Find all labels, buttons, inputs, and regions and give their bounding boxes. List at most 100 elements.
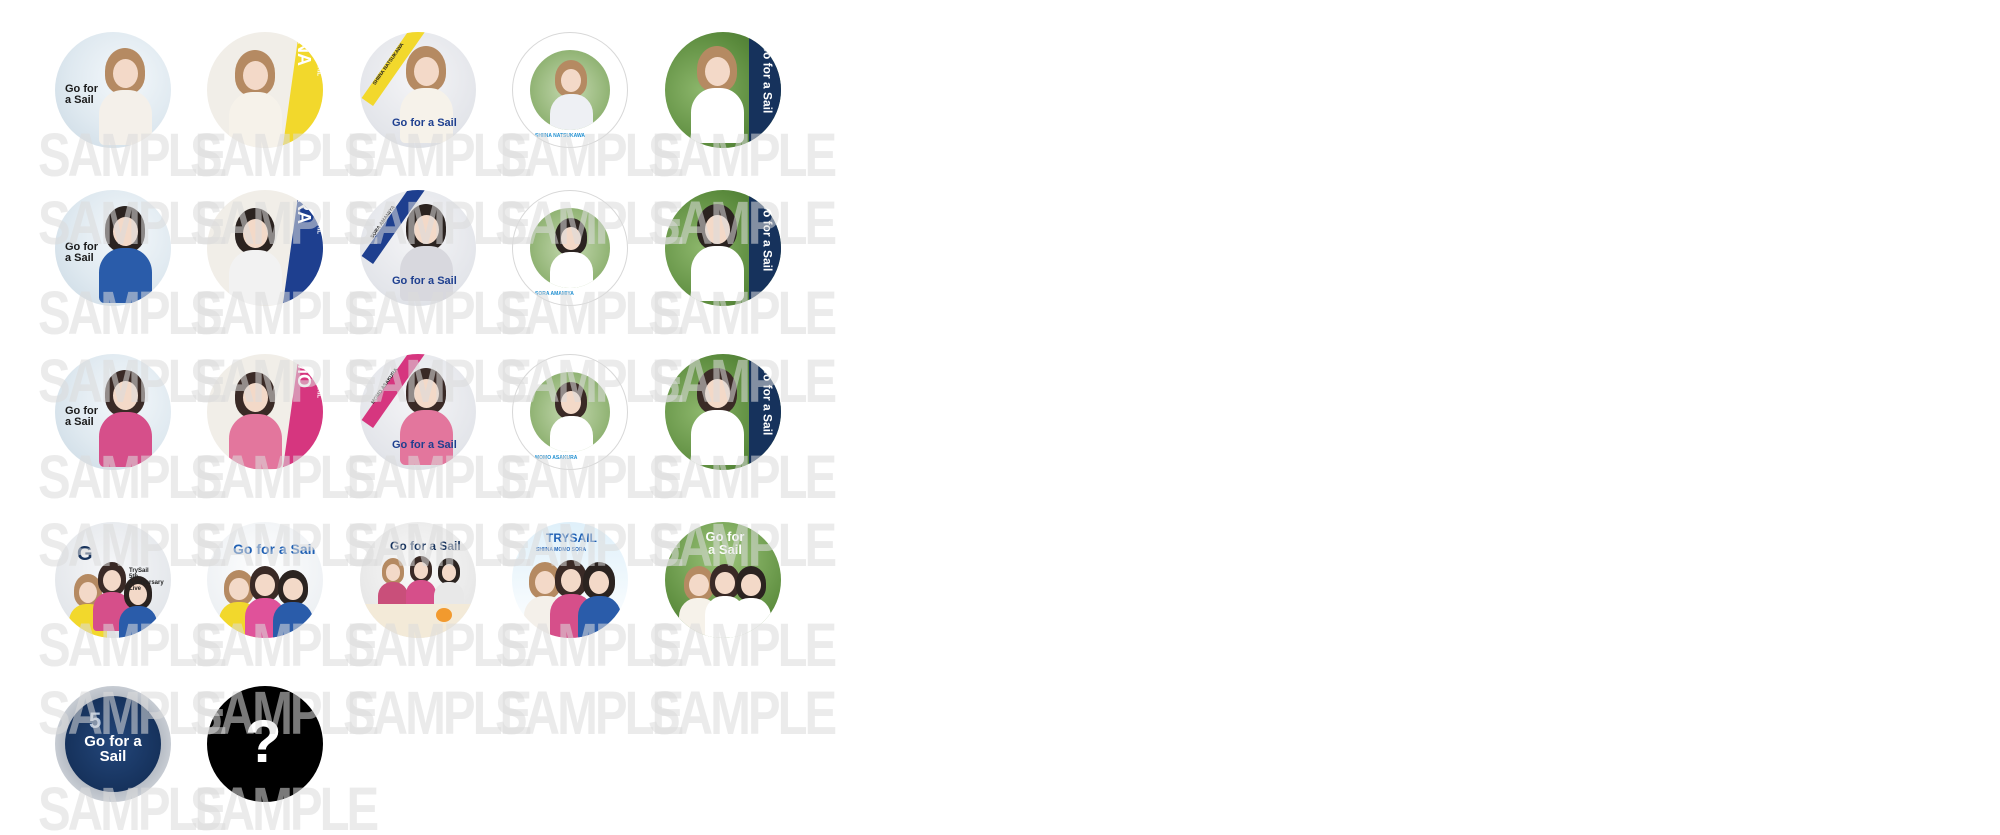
go-for-a-sail-logo: Go for a Sail <box>760 200 775 272</box>
member-photo-face <box>413 56 439 86</box>
badge-cell-shiina-2: SAMPLE SAMPLE SHIINA TRYSAIL <box>190 32 379 255</box>
badge-group-5[interactable]: Go for a Sail <box>665 522 781 638</box>
go-for-a-sail-logo: Go for a Sail <box>65 405 98 428</box>
badge-cell-momo-5: SAMPLE SAMPLE Go for a Sail <box>648 354 837 577</box>
trysail-title: TRYSAIL <box>546 531 597 545</box>
member-photo-3-face <box>128 583 147 605</box>
badge-cell-sora-4: SAMPLE SAMPLE SORA AMAMIYA <box>495 190 684 413</box>
member-photo-face <box>112 216 138 246</box>
member-photo-body <box>550 416 593 452</box>
member-photo-3 <box>273 570 313 638</box>
member-photo-3-face <box>589 570 610 595</box>
member-photo <box>229 208 282 305</box>
member-photo-2-face <box>102 569 121 591</box>
member-photo-circle <box>530 372 610 452</box>
badge-momo-5[interactable]: Go for a Sail <box>665 354 781 470</box>
badge-cell-momo-4: SAMPLE SAMPLE MOMO ASAKURA <box>495 354 684 577</box>
badge-cell-shiina-4: SAMPLE SAMPLE SHIINA NATSUKAWA <box>495 32 684 255</box>
badge-shiina-3[interactable]: SHIINA NATSUKAWA Go for a Sail <box>360 32 476 148</box>
badge-sora-4[interactable]: SORA AMAMIYA <box>512 190 628 306</box>
anniversary-number: 5 <box>89 708 102 733</box>
badge-secret-badge[interactable]: ? <box>207 686 323 802</box>
member-photo-1-face <box>78 581 97 603</box>
member-name-label: MOMO ASAKURA <box>535 455 578 461</box>
member-photo-2-face <box>255 574 275 597</box>
go-for-a-sail-logo: Go for a Sail <box>65 241 98 264</box>
badge-cell-momo-3: SAMPLE SAMPLE MOMO ASAKURA Go for a Sail <box>343 354 532 577</box>
badge-cell-group-1: SAMPLE SAMPLE G TrySail 5th Anniversary Liv… <box>38 522 227 745</box>
member-photo-body <box>550 252 593 288</box>
badge-cell-secret-badge: SAMPLE? <box>190 686 379 835</box>
member-photo-2-face <box>413 562 429 579</box>
badge-sora-2[interactable]: SORA TRYSAIL <box>207 190 323 306</box>
badge-group-4[interactable]: TRYSAIL SHIINA MOMO SORA <box>512 522 628 638</box>
badge-momo-2[interactable]: MOMO TRYSAIL <box>207 354 323 470</box>
badge-momo-3[interactable]: MOMO ASAKURA Go for a Sail <box>360 354 476 470</box>
member-name-label: SHIINA <box>294 32 314 66</box>
navy-band <box>749 190 781 306</box>
member-photo <box>99 48 152 145</box>
badge-cell-sora-1: SAMPLE SAMPLE Go for a Sail <box>38 190 227 413</box>
member-photo-3-face <box>441 564 457 581</box>
member-names: SHIINA MOMO SORA <box>536 547 587 553</box>
badge-sora-5[interactable]: Go for a Sail <box>665 190 781 306</box>
go-for-a-sail-logo: Go for a Sail <box>65 83 98 106</box>
table-surface <box>360 604 476 638</box>
member-photo <box>550 218 593 288</box>
member-name-label: SORA AMAMIYA <box>535 291 574 297</box>
member-photo-1-face <box>689 574 709 597</box>
badge-cell-sora-5: SAMPLE SAMPLE Go for a Sail <box>648 190 837 413</box>
badge-cell-logo-badge: SAMPLE 5 Go for a Sail <box>38 686 227 835</box>
badge-cell-shiina-3: SAMPLE SAMPLE SHIINA NATSUKAWA Go for a Sai… <box>343 32 532 255</box>
badge-shiina-4[interactable]: SHIINA NATSUKAWA <box>512 32 628 148</box>
member-photo-3-body <box>119 606 157 638</box>
member-photo-body <box>229 414 282 469</box>
badge-shiina-2[interactable]: SHIINA TRYSAIL <box>207 32 323 148</box>
member-photo-face <box>561 226 582 251</box>
member-name-label: SHIINA NATSUKAWA <box>535 133 585 139</box>
member-photo-1-face <box>229 578 249 601</box>
badge-cell-shiina-1: SAMPLE SAMPLE Go for a Sail <box>38 32 227 255</box>
member-photo-body <box>400 410 453 465</box>
member-photo-body <box>400 88 453 143</box>
trysail-label: TRYSAIL <box>315 372 321 398</box>
navy-disc <box>65 696 161 792</box>
badge-cell-sora-3: SAMPLE SAMPLE SORA AMAMIYA Go for a Sail <box>343 190 532 413</box>
badge-cell-group-2: SAMPLE SAMPLE Go for a Sail <box>190 522 379 745</box>
badge-cell-momo-2: SAMPLE SAMPLE MOMO TRYSAIL <box>190 354 379 577</box>
badge-group-2[interactable]: Go for a Sail <box>207 522 323 638</box>
badge-cell-group-4: SAMPLE SAMPLE TRYSAIL SHIINA MOMO SORA <box>495 522 684 745</box>
member-photo-body <box>99 90 152 145</box>
go-for-a-sail-logo: Go for a Sail <box>392 275 457 287</box>
badge-momo-1[interactable]: Go for a Sail <box>55 354 171 470</box>
badge-momo-4[interactable]: MOMO ASAKURA <box>512 354 628 470</box>
sample-watermark: SAMPLE <box>495 680 684 748</box>
badge-sora-3[interactable]: SORA AMAMIYA Go for a Sail <box>360 190 476 306</box>
badge-shiina-1[interactable]: Go for a Sail <box>55 32 171 148</box>
sample-watermark: SAMPLE <box>648 680 837 748</box>
member-name-label: SORA <box>294 190 314 224</box>
go-for-a-sail-logo: Go for a Sail <box>760 42 775 114</box>
member-photo-body <box>99 412 152 467</box>
member-photo-face <box>561 390 582 415</box>
member-photo-3 <box>578 562 621 638</box>
badge-logo-badge[interactable]: 5 Go for a Sail <box>55 686 171 802</box>
navy-band <box>749 354 781 470</box>
member-photo <box>400 368 453 465</box>
badge-group-1[interactable]: G TrySail 5th Anniversary Live <box>55 522 171 638</box>
member-photo <box>400 204 453 301</box>
badge-group-3[interactable]: Go for a Sail <box>360 522 476 638</box>
go-for-a-sail-logo: Go for a Sail <box>392 439 457 451</box>
go-for-a-sail-logo: Go for a Sail <box>705 529 745 557</box>
member-photo-3 <box>731 566 771 638</box>
member-photo-face <box>561 68 582 93</box>
badge-cell-momo-1: SAMPLE SAMPLE Go for a Sail <box>38 354 227 577</box>
member-photo-face <box>413 214 439 244</box>
trysail-label: TRYSAIL <box>315 50 321 76</box>
badge-sora-1[interactable]: Go for a Sail <box>55 190 171 306</box>
badge-shiina-5[interactable]: Go for a Sail <box>665 32 781 148</box>
member-photo-body <box>691 410 744 465</box>
member-photo-face <box>413 378 439 408</box>
badge-cell-group-3: SAMPLE SAMPLE Go for a Sail <box>343 522 532 745</box>
